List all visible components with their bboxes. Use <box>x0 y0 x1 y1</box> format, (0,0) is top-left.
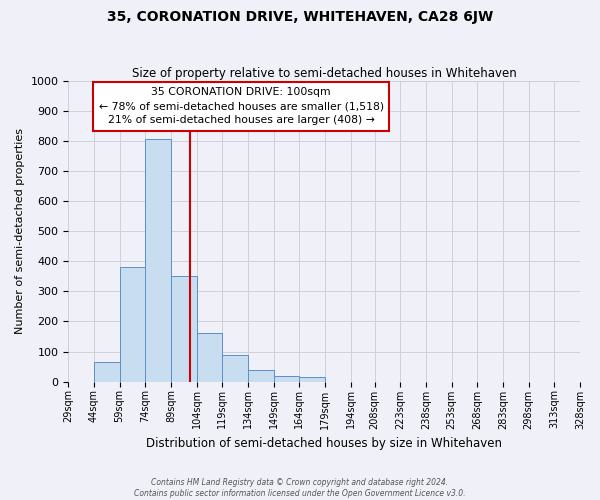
Bar <box>223 354 248 382</box>
Text: 35, CORONATION DRIVE, WHITEHAVEN, CA28 6JW: 35, CORONATION DRIVE, WHITEHAVEN, CA28 6… <box>107 10 493 24</box>
Bar <box>145 140 171 382</box>
Title: Size of property relative to semi-detached houses in Whitehaven: Size of property relative to semi-detach… <box>132 66 517 80</box>
Bar <box>299 377 325 382</box>
X-axis label: Distribution of semi-detached houses by size in Whitehaven: Distribution of semi-detached houses by … <box>146 437 502 450</box>
Bar <box>94 362 119 382</box>
Bar <box>248 370 274 382</box>
Bar <box>119 268 145 382</box>
Bar <box>197 334 223 382</box>
Text: 35 CORONATION DRIVE: 100sqm
← 78% of semi-detached houses are smaller (1,518)
21: 35 CORONATION DRIVE: 100sqm ← 78% of sem… <box>98 88 383 126</box>
Y-axis label: Number of semi-detached properties: Number of semi-detached properties <box>15 128 25 334</box>
Text: Contains HM Land Registry data © Crown copyright and database right 2024.
Contai: Contains HM Land Registry data © Crown c… <box>134 478 466 498</box>
Bar <box>171 276 197 382</box>
Bar <box>274 376 299 382</box>
